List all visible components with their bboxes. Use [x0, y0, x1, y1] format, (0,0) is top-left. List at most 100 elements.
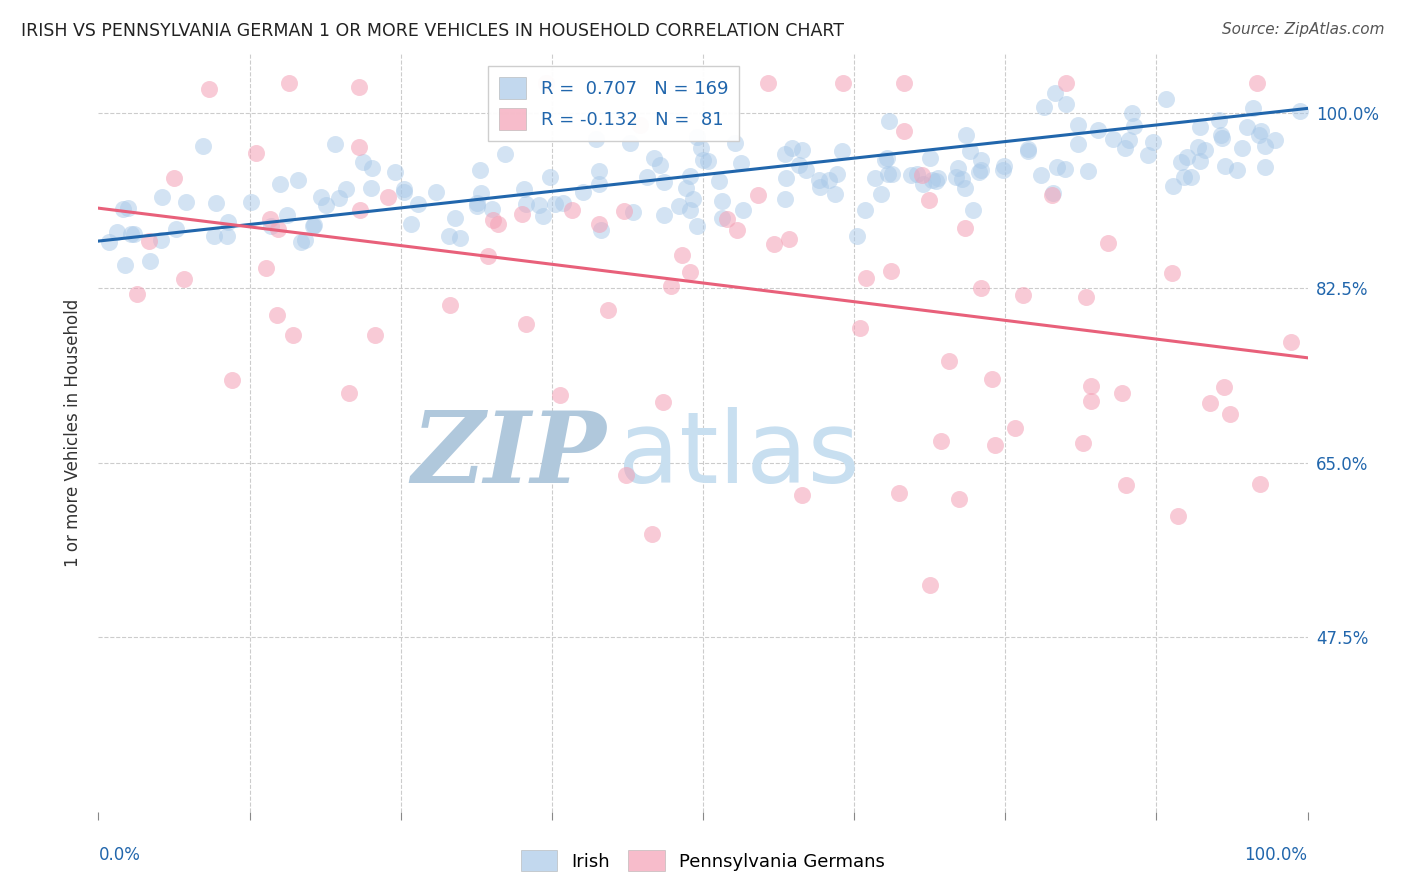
- Text: atlas: atlas: [619, 407, 860, 504]
- Text: 100.0%: 100.0%: [1244, 846, 1308, 863]
- Point: [165, 222, 187, 236]
- Point: [1254, 160, 1277, 174]
- Point: [887, 486, 910, 500]
- Point: [929, 434, 952, 448]
- Point: [1087, 123, 1109, 137]
- Point: [991, 163, 1014, 178]
- Point: [945, 170, 967, 185]
- Point: [287, 173, 309, 187]
- Point: [1230, 141, 1253, 155]
- Point: [1167, 508, 1189, 523]
- Point: [97, 235, 120, 249]
- Point: [831, 144, 853, 158]
- Point: [1212, 379, 1234, 393]
- Point: [853, 203, 876, 218]
- Point: [970, 153, 993, 168]
- Point: [205, 196, 228, 211]
- Point: [790, 143, 813, 157]
- Point: [548, 387, 571, 401]
- Point: [536, 77, 558, 91]
- Point: [955, 180, 977, 194]
- Point: [1012, 288, 1035, 302]
- Point: [1142, 136, 1164, 150]
- Point: [641, 527, 664, 541]
- Point: [621, 204, 644, 219]
- Point: [323, 137, 346, 152]
- Point: [1161, 266, 1184, 280]
- Point: [588, 178, 610, 192]
- Point: [1054, 161, 1077, 176]
- Point: [824, 187, 846, 202]
- Point: [668, 199, 690, 213]
- Point: [1180, 169, 1202, 184]
- Point: [465, 199, 488, 213]
- Point: [730, 156, 752, 170]
- Point: [138, 234, 160, 248]
- Point: [686, 129, 709, 144]
- Point: [1043, 86, 1066, 100]
- Point: [900, 168, 922, 182]
- Point: [191, 138, 214, 153]
- Point: [1074, 290, 1097, 304]
- Point: [197, 82, 219, 96]
- Point: [1154, 92, 1177, 106]
- Legend: R =  0.707   N = 169, R = -0.132   N =  81: R = 0.707 N = 169, R = -0.132 N = 81: [488, 66, 740, 141]
- Point: [877, 167, 900, 181]
- Point: [918, 194, 941, 208]
- Point: [1042, 186, 1064, 200]
- Point: [217, 228, 239, 243]
- Point: [1279, 334, 1302, 349]
- Point: [1071, 436, 1094, 450]
- Point: [1066, 118, 1088, 132]
- Point: [773, 192, 796, 206]
- Point: [1114, 140, 1136, 154]
- Point: [880, 264, 903, 278]
- Point: [865, 171, 887, 186]
- Point: [443, 211, 465, 225]
- Point: [686, 219, 709, 234]
- Point: [465, 196, 488, 211]
- Point: [659, 279, 682, 293]
- Point: [762, 237, 785, 252]
- Point: [1111, 385, 1133, 400]
- Point: [876, 151, 898, 165]
- Point: [984, 438, 1007, 452]
- Point: [364, 328, 387, 343]
- Point: [679, 265, 702, 279]
- Point: [260, 219, 283, 234]
- Point: [112, 202, 135, 216]
- Point: [515, 197, 537, 211]
- Point: [1241, 102, 1264, 116]
- Point: [912, 177, 935, 191]
- Point: [1264, 133, 1286, 147]
- Point: [636, 170, 658, 185]
- Point: [690, 141, 713, 155]
- Point: [1236, 120, 1258, 135]
- Point: [1187, 139, 1209, 153]
- Text: Source: ZipAtlas.com: Source: ZipAtlas.com: [1222, 22, 1385, 37]
- Point: [588, 164, 610, 178]
- Point: [335, 182, 357, 196]
- Point: [277, 77, 299, 91]
- Point: [1136, 147, 1159, 161]
- Point: [515, 317, 537, 331]
- Point: [538, 169, 561, 184]
- Point: [174, 195, 197, 210]
- Point: [778, 232, 800, 246]
- Point: [630, 118, 652, 132]
- Point: [679, 202, 702, 217]
- Point: [1115, 477, 1137, 491]
- Point: [959, 144, 981, 158]
- Y-axis label: 1 or more Vehicles in Household: 1 or more Vehicles in Household: [63, 299, 82, 566]
- Point: [1213, 159, 1236, 173]
- Point: [259, 212, 281, 227]
- Point: [877, 114, 900, 128]
- Point: [790, 488, 813, 502]
- Point: [512, 182, 534, 196]
- Point: [481, 213, 503, 227]
- Point: [1198, 396, 1220, 410]
- Point: [1077, 164, 1099, 178]
- Point: [875, 153, 897, 167]
- Point: [349, 202, 371, 217]
- Point: [910, 168, 932, 182]
